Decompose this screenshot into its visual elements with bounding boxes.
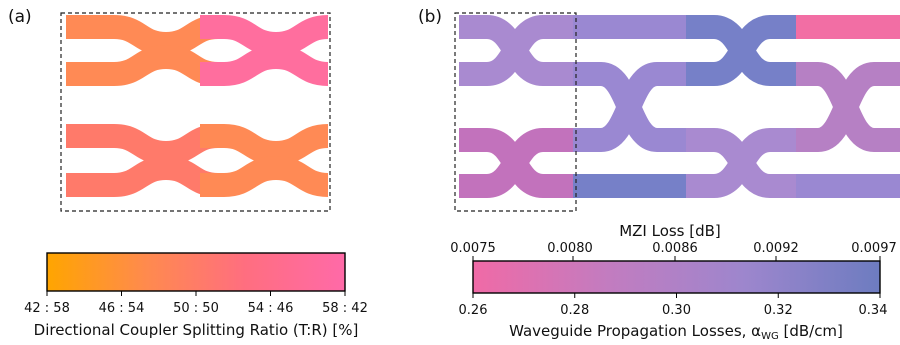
mzi-b7-bottom-waveguide xyxy=(686,128,798,198)
colorbar-a-tick-label: 46 : 54 xyxy=(99,301,145,316)
panel-a: (a) 42 : 58 46 : 54 50 : 50 54 : 4 xyxy=(8,7,368,339)
colorbar-a-title: Directional Coupler Splitting Ratio (T:R… xyxy=(34,321,359,339)
mzi-b9-bottom-waveguide xyxy=(796,62,900,152)
panel-a-circuit xyxy=(66,15,329,197)
coupler-a4-top-waveguide xyxy=(200,124,329,166)
mzi-b1-bottom-waveguide xyxy=(459,15,573,86)
colorbar-a-gradient xyxy=(47,253,345,291)
colorbar-a-tick-label: 50 : 50 xyxy=(173,301,219,316)
colorbar-a-tick-label: 54 : 46 xyxy=(248,301,294,316)
colorbar-a-tick-label: 42 : 58 xyxy=(24,301,70,316)
colorbar-b-gradient xyxy=(473,261,880,293)
coupler-a1-top-waveguide xyxy=(66,15,219,57)
mzi-b2-bottom-waveguide xyxy=(459,128,573,198)
colorbar-b-top-tick-label: 0.0097 xyxy=(851,241,897,256)
coupler-a4-bottom-waveguide xyxy=(200,155,329,197)
coupler-a1-bottom-waveguide xyxy=(66,44,219,86)
coupler-a3-top-waveguide xyxy=(66,124,219,166)
subscript-wg: WG xyxy=(761,331,779,342)
colorbar-b-top-tick-label: 0.0075 xyxy=(450,241,496,256)
colorbar-b-bottom-tick-label: 0.26 xyxy=(459,303,488,318)
colorbar-b-bottom-title-unit: [dB/cm] xyxy=(779,322,843,340)
panel-a-unit-cell-outline xyxy=(60,12,331,212)
panel-b: (b) MZI Loss [dB] 0.0075 xyxy=(418,7,900,342)
coupler-a2-bottom-waveguide xyxy=(200,44,329,86)
colorbar-b-bottom-tick-label: 0.28 xyxy=(560,303,589,318)
colorbar-b-top-tick-label: 0.0092 xyxy=(753,241,799,256)
colorbar-b-top-tick-label: 0.0080 xyxy=(547,241,593,256)
colorbar-b-bottom-title: Waveguide Propagation Losses, αWG [dB/cm… xyxy=(509,322,843,342)
coupler-a2-top-waveguide xyxy=(200,15,329,57)
alpha-symbol: α xyxy=(751,322,761,340)
colorbar-a: 42 : 58 46 : 54 50 : 50 54 : 46 58 : 42 … xyxy=(24,252,368,339)
colorbar-b-top-tick-label: 0.0086 xyxy=(652,241,698,256)
colorbar-b-bottom-tick-label: 0.30 xyxy=(662,303,691,318)
colorbar-b-bottom-tick-label: 0.32 xyxy=(764,303,793,318)
panel-b-unit-cell-outline xyxy=(454,12,577,212)
mzi-b4-bottom-waveguide xyxy=(573,62,686,152)
mzi-b6-bottom-waveguide xyxy=(686,15,798,86)
panel-b-label: (b) xyxy=(418,7,442,27)
panel-b-circuit xyxy=(459,15,900,198)
colorbar-b: MZI Loss [dB] 0.0075 0.0080 0.0086 0.009… xyxy=(450,222,897,342)
colorbar-b-top-title: MZI Loss [dB] xyxy=(619,222,721,240)
coupler-a3-bottom-waveguide xyxy=(66,155,219,197)
panel-a-label: (a) xyxy=(8,7,32,27)
colorbar-b-bottom-title-prefix: Waveguide Propagation Losses, xyxy=(509,322,751,340)
colorbar-b-bottom-tick-label: 0.34 xyxy=(859,303,888,318)
colorbar-a-tick-label: 58 : 42 xyxy=(322,301,368,316)
